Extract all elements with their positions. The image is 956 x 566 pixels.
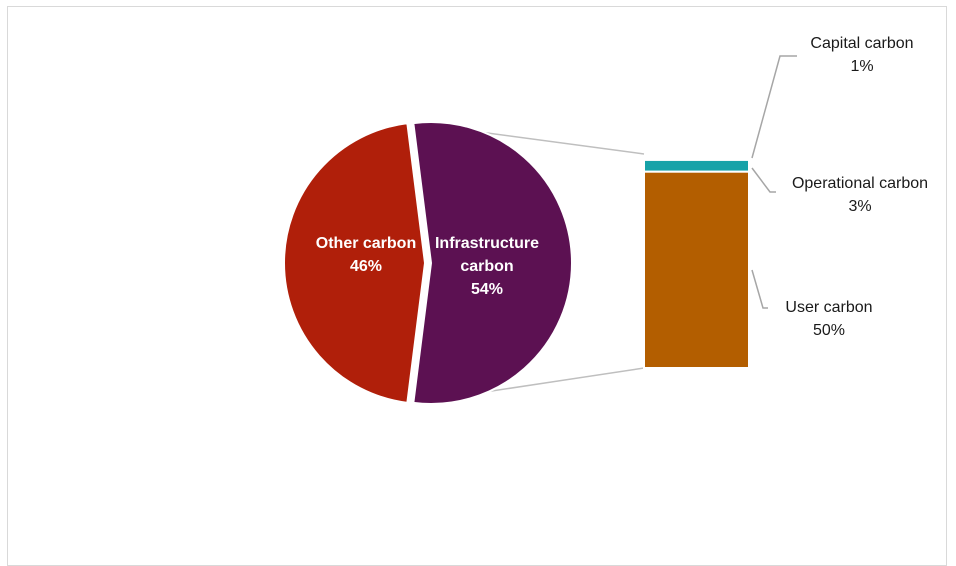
leader-line-operational-carbon <box>751 167 776 193</box>
pie-of-bar-chart: Other carbon 46% Infrastructure carbon 54% Ca… <box>283 35 928 405</box>
data-labels: Other carbon 46% Infrastructure carbon 54% Ca… <box>316 35 928 339</box>
bar-label-percent-1: 3% <box>848 198 871 215</box>
bar-segment-operational-carbon <box>643 158 750 173</box>
pie-label-infrastructure-1: carbon <box>460 258 513 275</box>
bar-label-name-2: User carbon <box>785 299 872 316</box>
bar-label-percent-0: 1% <box>850 58 873 75</box>
leader-line-user-carbon <box>751 269 768 309</box>
pie-slice-other-carbon <box>283 121 427 405</box>
bar-label-name-1: Operational carbon <box>792 175 928 192</box>
pie <box>283 121 573 405</box>
pie-label-other-1: 46% <box>350 258 382 275</box>
stacked-bar <box>643 155 750 369</box>
leader-line-capital-carbon <box>751 55 797 159</box>
pie-label-other-0: Other carbon <box>316 235 416 252</box>
pie-label-infrastructure-2: 54% <box>471 281 503 298</box>
pie-label-infrastructure-0: Infrastructure <box>435 235 539 252</box>
bar-segment-user-carbon <box>643 170 750 369</box>
pie-slice-infrastructure-carbon <box>412 121 573 405</box>
bar-label-percent-2: 50% <box>813 322 845 339</box>
bar-label-name-0: Capital carbon <box>810 35 913 52</box>
